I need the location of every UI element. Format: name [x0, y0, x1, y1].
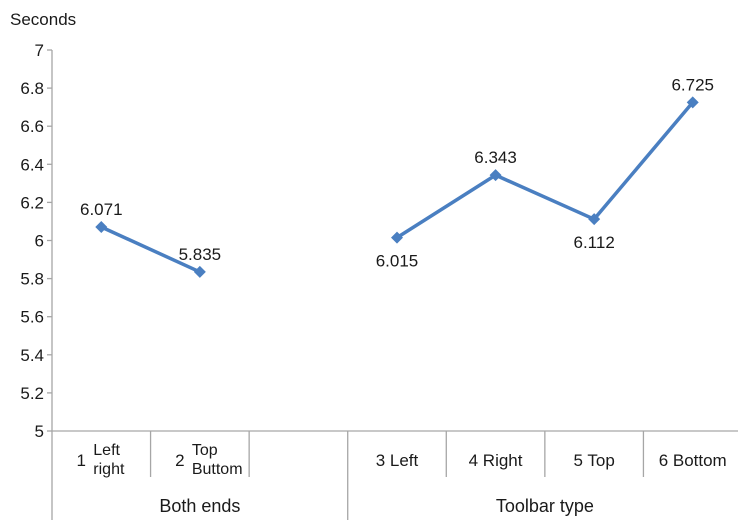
data-point-marker	[489, 169, 502, 182]
category-label: 2 Top Buttom	[175, 442, 242, 478]
y-axis-title: Seconds	[10, 10, 76, 29]
y-tick-label: 5.6	[20, 308, 44, 327]
category-label-line: right	[93, 461, 125, 478]
data-label: 6.015	[376, 252, 419, 271]
data-point-marker	[588, 213, 601, 226]
axes: 5 5.2 5.4 5.6 5.8 6 6.2 6.4 6.6 6.8 7 1 Left right 2 To…	[20, 41, 738, 520]
y-tick-label: 7	[35, 41, 44, 60]
category-label-text: 6 Bottom	[659, 451, 727, 470]
series-line	[396, 101, 695, 240]
data-label: 5.835	[179, 245, 222, 264]
category-label-line: Top	[192, 442, 218, 459]
category-label-line: Buttom	[192, 461, 243, 478]
y-tick-label: 5.4	[20, 346, 44, 365]
group-label: Toolbar type	[496, 496, 594, 516]
data-label: 6.725	[671, 75, 714, 94]
data-point-marker	[391, 231, 403, 244]
data-point-marker	[193, 265, 206, 278]
y-tick-label: 5	[35, 422, 44, 441]
category-label-text: 5 Top	[574, 451, 615, 470]
group-label: Both ends	[159, 496, 240, 516]
data-point-marker	[95, 220, 108, 233]
y-tick-label: 6	[35, 232, 44, 251]
category-label: 1 Left right	[77, 442, 125, 478]
y-tick-label: 6.2	[20, 193, 44, 212]
data-label: 6.343	[474, 148, 517, 167]
category-label-text: 4 Right	[469, 451, 523, 470]
y-tick-label: 5.2	[20, 384, 44, 403]
category-label: 5 Top	[574, 451, 615, 470]
category-label: 4 Right	[469, 451, 523, 470]
series	[95, 96, 699, 278]
data-label: 6.112	[574, 233, 615, 252]
y-tick-label: 6.6	[20, 117, 44, 136]
data-point-marker	[686, 96, 699, 109]
category-number: 1	[77, 451, 86, 470]
category-label-line: Left	[93, 442, 120, 459]
y-tick-label: 6.4	[20, 155, 44, 174]
category-label: 3 Left	[376, 451, 419, 470]
y-tick-label: 5.8	[20, 270, 44, 289]
category-number: 2	[175, 451, 184, 470]
category-label-text: 3 Left	[376, 451, 419, 470]
series-line	[100, 225, 201, 274]
y-tick-label: 6.8	[20, 79, 44, 98]
category-label: 6 Bottom	[659, 451, 727, 470]
data-label: 6.071	[80, 200, 123, 219]
data-labels: 6.071 5.835 6.015 6.343 6.112 6.725	[80, 75, 714, 270]
